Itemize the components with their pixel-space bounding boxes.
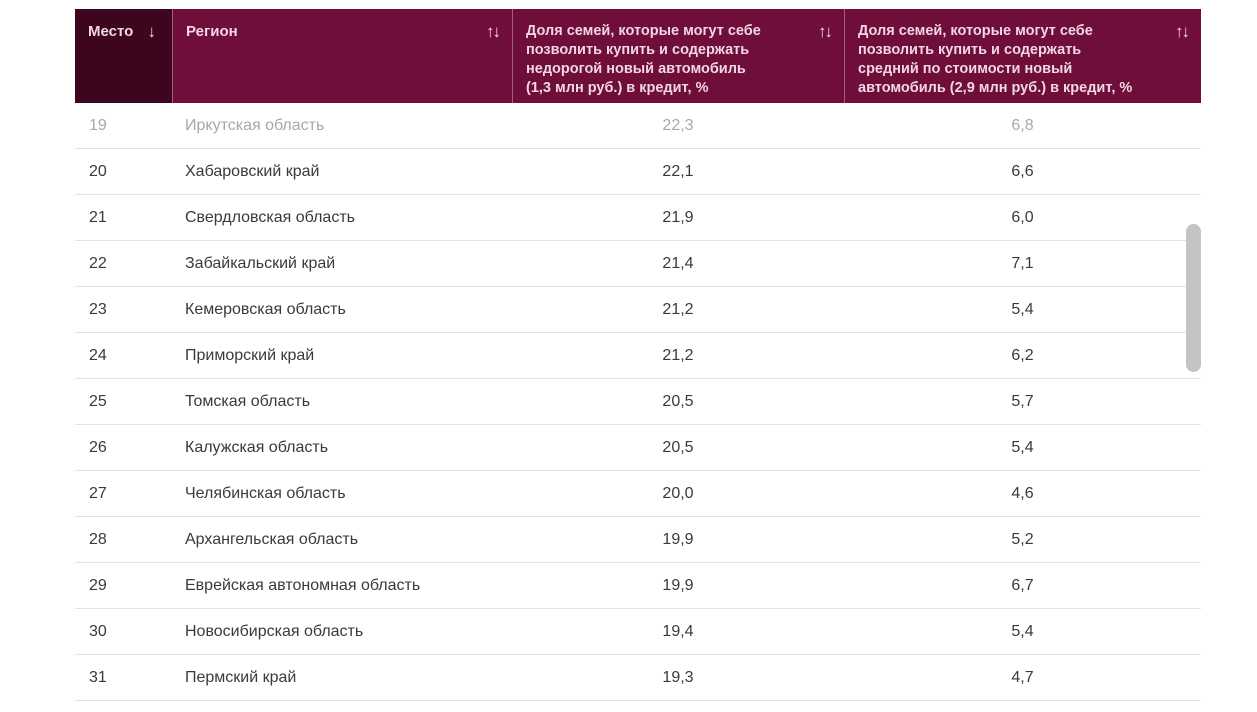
header-label-region: Регион — [186, 23, 238, 40]
header-cell-place[interactable]: Место ↓ — [75, 9, 172, 103]
table-row: 31 Пермский край 19,3 4,7 — [75, 655, 1201, 701]
sort-both-icon[interactable]: ↑↓ — [818, 22, 833, 41]
cheap-car-value-cell: 20,0 — [662, 484, 694, 502]
sort-descending-icon[interactable]: ↓ — [147, 22, 157, 41]
cheap-car-value-cell: 19,9 — [662, 530, 694, 548]
table-row: 29 Еврейская автономная область 19,9 6,7 — [75, 563, 1201, 609]
header-cell-mid-car-share[interactable]: Доля семей, которые могут себе позволить… — [844, 9, 1201, 103]
cheap-car-value-cell: 21,2 — [662, 346, 694, 364]
region-cell: Хабаровский край — [185, 162, 320, 180]
region-cell: Забайкальский край — [185, 254, 336, 272]
vertical-scrollbar-thumb[interactable] — [1186, 224, 1201, 372]
rank-cell: 22 — [89, 254, 107, 272]
table-row: 26 Калужская область 20,5 5,4 — [75, 425, 1201, 471]
rank-cell: 30 — [89, 622, 107, 640]
mid-car-value-cell: 5,4 — [1011, 622, 1034, 640]
mid-car-value-cell: 5,4 — [1011, 300, 1034, 318]
rank-cell: 31 — [89, 668, 107, 686]
mid-car-value-cell: 7,1 — [1011, 254, 1034, 272]
table-row: 25 Томская область 20,5 5,7 — [75, 379, 1201, 425]
region-cell: Иркутская область — [185, 116, 325, 134]
mid-car-value-cell: 5,4 — [1011, 438, 1034, 456]
rating-table: Место ↓ Регион ↑↓ Доля семей, которые мо… — [75, 9, 1201, 701]
cheap-car-value-cell: 22,1 — [662, 162, 694, 180]
cheap-car-value-cell: 20,5 — [662, 438, 694, 456]
sort-both-icon[interactable]: ↑↓ — [1175, 22, 1190, 41]
rank-cell: 23 — [89, 300, 107, 318]
cheap-car-value-cell: 22,3 — [662, 116, 694, 134]
region-cell: Приморский край — [185, 346, 315, 364]
sort-both-icon[interactable]: ↑↓ — [486, 22, 501, 41]
header-label-cheap-car-share: Доля семей, которые могут себе позволить… — [526, 23, 761, 96]
cheap-car-value-cell: 21,4 — [662, 254, 694, 272]
cheap-car-value-cell: 19,3 — [662, 668, 694, 686]
cheap-car-value-cell: 19,9 — [662, 576, 694, 594]
rank-cell: 25 — [89, 392, 107, 410]
mid-car-value-cell: 5,7 — [1011, 392, 1034, 410]
table-row: 28 Архангельская область 19,9 5,2 — [75, 517, 1201, 563]
mid-car-value-cell: 4,7 — [1011, 668, 1034, 686]
rank-cell: 27 — [89, 484, 107, 502]
rank-cell: 21 — [89, 208, 107, 226]
region-cell: Челябинская область — [185, 484, 346, 502]
table-row: 21 Свердловская область 21,9 6,0 — [75, 195, 1201, 241]
mid-car-value-cell: 4,6 — [1011, 484, 1034, 502]
mid-car-value-cell: 6,8 — [1011, 116, 1034, 134]
header-cell-region[interactable]: Регион ↑↓ — [172, 9, 512, 103]
region-cell: Пермский край — [185, 668, 297, 686]
table-body: 19 Иркутская область 22,3 6,8 20 Хабаров… — [75, 103, 1201, 701]
mid-car-value-cell: 6,6 — [1011, 162, 1034, 180]
rank-cell: 24 — [89, 346, 107, 364]
table-row: 27 Челябинская область 20,0 4,6 — [75, 471, 1201, 517]
table-row: 23 Кемеровская область 21,2 5,4 — [75, 287, 1201, 333]
region-cell: Кемеровская область — [185, 300, 346, 318]
table-row: 24 Приморский край 21,2 6,2 — [75, 333, 1201, 379]
rank-cell: 26 — [89, 438, 107, 456]
region-cell: Новосибирская область — [185, 622, 364, 640]
mid-car-value-cell: 6,7 — [1011, 576, 1034, 594]
cheap-car-value-cell: 21,9 — [662, 208, 694, 226]
region-cell: Архангельская область — [185, 530, 359, 548]
cheap-car-value-cell: 19,4 — [662, 622, 694, 640]
table-header: Место ↓ Регион ↑↓ Доля семей, которые мо… — [75, 9, 1201, 103]
region-cell: Свердловская область — [185, 208, 355, 226]
cheap-car-value-cell: 21,2 — [662, 300, 694, 318]
mid-car-value-cell: 5,2 — [1011, 530, 1034, 548]
mid-car-value-cell: 6,2 — [1011, 346, 1034, 364]
mid-car-value-cell: 6,0 — [1011, 208, 1034, 226]
header-label-mid-car-share: Доля семей, которые могут себе позволить… — [858, 23, 1133, 96]
header-cell-cheap-car-share[interactable]: Доля семей, которые могут себе позволить… — [512, 9, 844, 103]
header-label-place: Место — [88, 23, 134, 40]
table-row: 22 Забайкальский край 21,4 7,1 — [75, 241, 1201, 287]
rank-cell: 28 — [89, 530, 107, 548]
rank-cell: 19 — [89, 116, 107, 134]
cheap-car-value-cell: 20,5 — [662, 392, 694, 410]
table-row: 20 Хабаровский край 22,1 6,6 — [75, 149, 1201, 195]
rank-cell: 20 — [89, 162, 107, 180]
table-row: 30 Новосибирская область 19,4 5,4 — [75, 609, 1201, 655]
table-row: 19 Иркутская область 22,3 6,8 — [75, 103, 1201, 149]
rank-cell: 29 — [89, 576, 107, 594]
region-cell: Еврейская автономная область — [185, 576, 421, 594]
region-cell: Томская область — [185, 392, 311, 410]
region-cell: Калужская область — [185, 438, 329, 456]
